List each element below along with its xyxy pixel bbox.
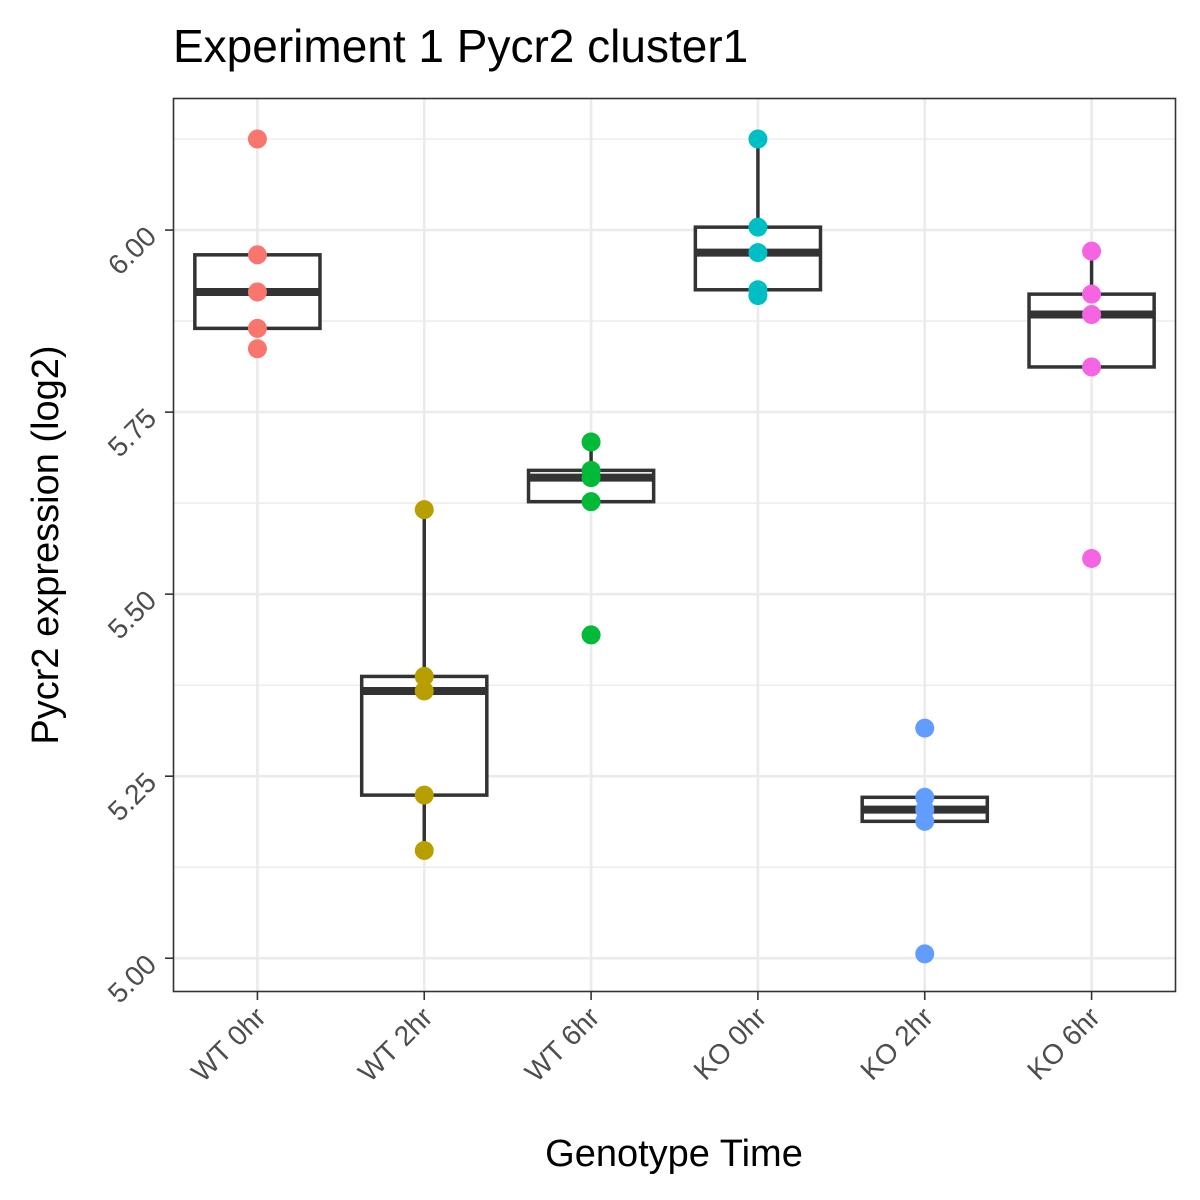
data-point xyxy=(581,492,601,512)
x-tick-label: KO 2hr xyxy=(854,1001,939,1086)
data-point xyxy=(748,129,768,149)
data-point xyxy=(1082,305,1102,325)
x-tick-label: KO 6hr xyxy=(1021,1001,1106,1086)
data-point xyxy=(1082,284,1102,304)
panel-border xyxy=(172,97,1177,993)
data-point xyxy=(414,785,434,805)
data-point xyxy=(581,625,601,645)
y-axis: 5.00 5.25 5.50 5.75 6.00 xyxy=(102,220,174,1009)
data-point xyxy=(247,339,267,359)
data-point xyxy=(247,318,267,338)
x-tick-label: WT 0hr xyxy=(185,1001,271,1087)
data-point xyxy=(414,666,434,686)
x-tick-label: WT 6hr xyxy=(519,1001,605,1087)
y-tick-label: 5.50 xyxy=(102,584,162,644)
data-point xyxy=(247,282,267,302)
y-tick-label: 6.00 xyxy=(102,220,162,280)
data-point xyxy=(581,468,601,488)
x-tick-label: WT 2hr xyxy=(352,1001,438,1087)
x-axis-title: Genotype Time xyxy=(545,1133,803,1175)
data-point xyxy=(414,840,434,860)
grid-lines xyxy=(174,99,1175,991)
data-point xyxy=(581,432,601,452)
data-point xyxy=(1082,241,1102,261)
data-point xyxy=(1082,357,1102,377)
boxes-layer xyxy=(193,139,1156,851)
data-point xyxy=(748,286,768,306)
y-axis-title: Pycr2 expression (log2) xyxy=(25,345,67,744)
data-point xyxy=(247,245,267,265)
data-point xyxy=(414,681,434,701)
data-point xyxy=(1082,548,1102,568)
points-layer xyxy=(247,129,1102,964)
data-point xyxy=(915,811,935,831)
y-tick-label: 5.25 xyxy=(102,767,162,827)
data-point xyxy=(247,129,267,149)
y-tick-label: 5.75 xyxy=(102,402,162,462)
y-tick-label: 5.00 xyxy=(102,949,162,1009)
data-point xyxy=(748,217,768,237)
data-point xyxy=(915,944,935,964)
x-tick-label: KO 0hr xyxy=(688,1001,773,1086)
data-point xyxy=(414,500,434,520)
chart-title: Experiment 1 Pycr2 cluster1 xyxy=(173,20,748,72)
data-point xyxy=(915,718,935,738)
x-axis: WT 0hr WT 2hr WT 6hr KO 0hr KO 2hr KO 6hr xyxy=(185,991,1106,1088)
data-point xyxy=(748,243,768,263)
